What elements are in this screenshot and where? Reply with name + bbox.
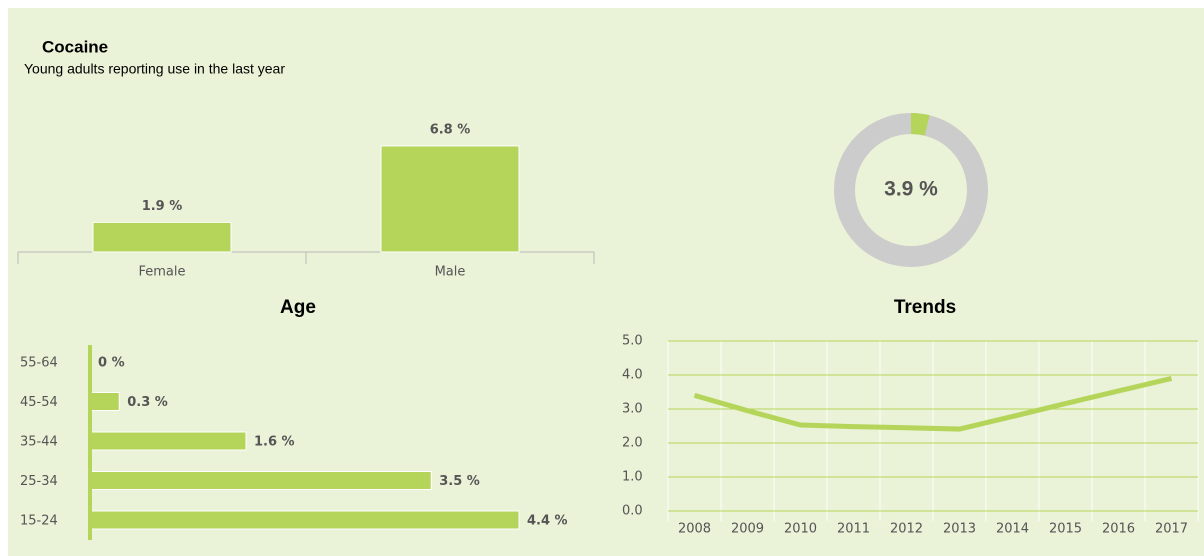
value-label: 0 %: [98, 356, 125, 371]
donut-label: 3.9 %: [884, 178, 938, 201]
bar: [380, 145, 520, 253]
x-tick-label: 2016: [1102, 522, 1135, 537]
line: [693, 375, 1173, 432]
y-tick-label: 0.0: [622, 504, 643, 519]
title: Cocaine: [42, 37, 108, 56]
bar: [89, 431, 247, 451]
value-label: 3.5 %: [439, 474, 480, 489]
panel: [8, 8, 1204, 556]
bar: [92, 221, 232, 253]
y-tick-label: 5.0: [622, 334, 643, 349]
x-tick-label: Female: [138, 265, 185, 280]
y-tick-label: 3.0: [622, 402, 643, 417]
chart-title: Age: [280, 297, 316, 318]
bar: [89, 471, 432, 490]
x-tick-label: 2015: [1049, 522, 1082, 537]
value-label: 6.8 %: [430, 122, 471, 137]
y-tick-label: 15-24: [20, 514, 58, 529]
value-label: 0.3 %: [127, 395, 168, 410]
y-tick-label: 45-54: [20, 395, 58, 410]
x-tick-label: 2012: [890, 522, 923, 537]
x-tick-label: 2011: [837, 522, 870, 537]
x-tick-label: 2009: [731, 522, 764, 537]
x-tick-label: 2017: [1155, 522, 1188, 537]
y-tick-label: 25-34: [20, 474, 58, 489]
y-tick-label: 55-64: [20, 356, 58, 371]
x-tick-label: 2014: [996, 522, 1029, 537]
y-tick-label: 1.0: [622, 470, 643, 485]
value-label: 4.4 %: [527, 514, 568, 529]
x-tick-label: 2008: [678, 522, 711, 537]
x-tick-label: Male: [435, 265, 466, 280]
value-label: 1.9 %: [142, 199, 183, 214]
x-tick-label: 2013: [943, 522, 976, 537]
bar: [89, 510, 520, 530]
subtitle: Young adults reporting use in the last y…: [24, 61, 285, 77]
y-tick-label: 35-44: [20, 435, 58, 450]
value-label: 1.6 %: [254, 435, 295, 450]
y-tick-label: 4.0: [622, 368, 643, 383]
donut-slice: [910, 113, 930, 136]
x-tick-label: 2010: [784, 522, 817, 537]
chart-title: Trends: [894, 297, 956, 318]
bar: [89, 392, 120, 411]
y-tick-label: 2.0: [622, 436, 643, 451]
